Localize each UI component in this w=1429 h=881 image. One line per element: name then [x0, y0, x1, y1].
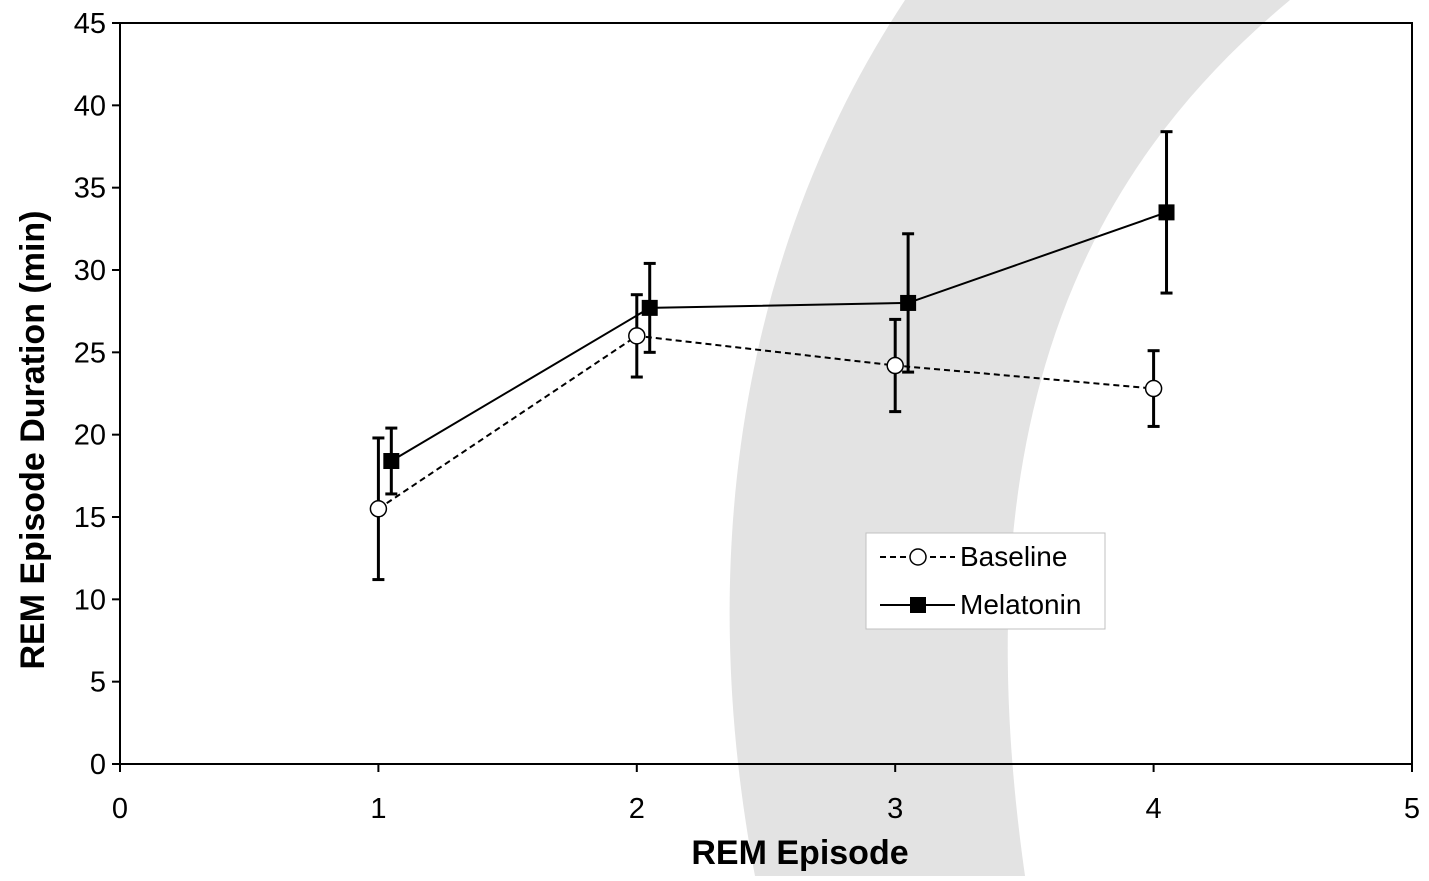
legend-baseline-marker — [909, 548, 927, 566]
x-tick-label: 3 — [887, 793, 903, 825]
y-tick-label: 20 — [74, 420, 106, 452]
data-point — [900, 294, 917, 311]
data-point — [886, 356, 904, 375]
y-tick-label: 30 — [74, 255, 106, 287]
series-baseline — [369, 293, 1163, 582]
x-tick-label: 4 — [1146, 793, 1162, 825]
legend-melatonin-marker — [910, 597, 926, 613]
legend-melatonin-label: Melatonin — [960, 589, 1081, 620]
y-tick-label: 45 — [74, 8, 106, 40]
y-tick-label: 40 — [74, 90, 106, 122]
series-melatonin — [383, 130, 1175, 496]
y-tick-label: 35 — [74, 173, 106, 205]
data-point — [1144, 379, 1163, 398]
data-point — [1158, 204, 1175, 221]
x-tick-label: 1 — [370, 793, 386, 825]
plot-area — [119, 22, 1413, 765]
y-tick-label: 0 — [90, 749, 106, 781]
x-tick-label: 5 — [1404, 793, 1420, 825]
y-axis-title: REM Episode Duration (min) — [14, 211, 52, 670]
x-tick-label: 0 — [112, 793, 128, 825]
series-layer — [369, 130, 1175, 582]
y-tick-label: 25 — [74, 337, 106, 369]
data-point — [383, 453, 400, 470]
x-axis: 0 1 2 3 4 5 — [112, 764, 1420, 825]
data-point — [628, 327, 646, 345]
x-axis-title: REM Episode — [691, 834, 908, 872]
series-line — [377, 334, 1154, 510]
data-point — [641, 299, 658, 316]
y-tick-label: 5 — [90, 667, 106, 699]
data-point — [369, 500, 388, 518]
legend-box — [865, 532, 1106, 630]
series-line — [390, 211, 1167, 462]
y-axis: 0 5 10 15 20 25 30 35 40 45 — [74, 8, 120, 781]
y-tick-label: 10 — [74, 584, 106, 616]
background-arc — [729, 0, 1290, 876]
x-tick-label: 2 — [629, 793, 645, 825]
y-tick-label: 15 — [74, 502, 106, 534]
legend-baseline-label: Baseline — [960, 541, 1067, 572]
legend: Baseline Melatonin — [865, 532, 1106, 630]
